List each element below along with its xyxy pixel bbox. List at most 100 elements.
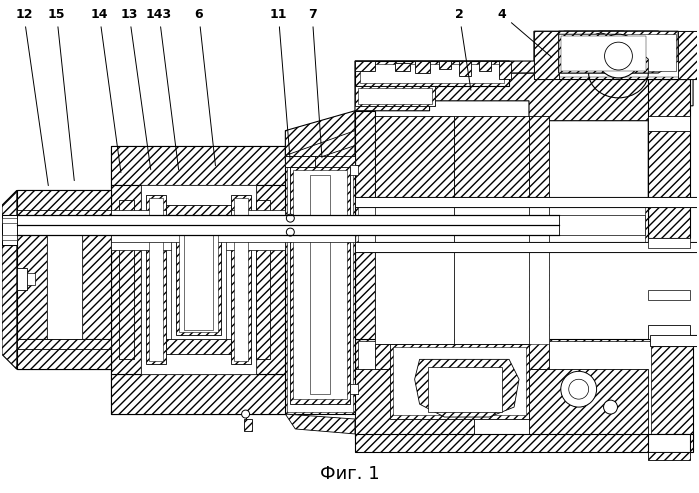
Bar xyxy=(428,367,502,412)
Bar xyxy=(355,111,375,340)
Bar xyxy=(17,220,47,340)
Bar xyxy=(350,384,358,394)
Bar xyxy=(233,198,247,361)
Bar xyxy=(499,61,511,79)
Polygon shape xyxy=(17,190,111,369)
Bar xyxy=(256,200,271,359)
Bar xyxy=(355,434,693,452)
Bar xyxy=(454,116,529,200)
Bar xyxy=(648,434,690,452)
Bar xyxy=(47,220,82,340)
Bar xyxy=(141,185,256,374)
Text: 7: 7 xyxy=(308,8,322,158)
Bar xyxy=(561,36,647,71)
Bar xyxy=(111,374,285,414)
Bar xyxy=(115,148,282,411)
Bar xyxy=(111,218,355,242)
Bar xyxy=(17,210,111,220)
Polygon shape xyxy=(559,31,678,73)
Bar xyxy=(650,335,698,347)
Bar xyxy=(231,195,250,364)
Polygon shape xyxy=(355,61,688,200)
Bar xyxy=(415,61,430,73)
Polygon shape xyxy=(285,111,355,161)
Circle shape xyxy=(603,400,617,414)
Bar xyxy=(166,205,231,220)
Text: 2: 2 xyxy=(455,8,471,90)
Circle shape xyxy=(597,34,640,78)
Polygon shape xyxy=(559,34,648,73)
Bar xyxy=(17,225,559,235)
Bar xyxy=(529,116,549,369)
Bar xyxy=(111,145,285,185)
Bar xyxy=(82,220,111,340)
Bar xyxy=(648,79,690,238)
Text: 6: 6 xyxy=(194,8,215,166)
Bar xyxy=(454,345,529,369)
Polygon shape xyxy=(2,190,17,369)
Bar xyxy=(355,61,375,71)
Bar xyxy=(358,88,431,104)
Circle shape xyxy=(287,228,294,236)
Bar xyxy=(2,215,17,245)
Bar xyxy=(179,228,218,331)
Bar xyxy=(358,342,651,436)
Text: 11: 11 xyxy=(270,8,290,160)
Circle shape xyxy=(569,379,589,399)
Bar xyxy=(395,63,410,71)
Bar xyxy=(287,157,353,412)
Bar xyxy=(146,195,166,364)
Bar xyxy=(111,210,285,230)
Bar xyxy=(149,198,163,361)
Text: 13: 13 xyxy=(120,8,151,170)
Bar xyxy=(2,235,17,240)
Bar xyxy=(17,190,111,220)
Bar xyxy=(454,200,529,345)
Text: Фиг. 1: Фиг. 1 xyxy=(320,465,380,483)
Polygon shape xyxy=(111,145,285,414)
Bar xyxy=(111,230,285,250)
Bar xyxy=(355,86,435,106)
Polygon shape xyxy=(564,31,638,59)
Bar xyxy=(360,64,504,83)
Text: 12: 12 xyxy=(15,8,48,185)
Bar xyxy=(166,340,231,354)
Circle shape xyxy=(561,371,597,407)
Bar xyxy=(375,345,454,369)
Bar xyxy=(17,268,27,290)
Bar xyxy=(355,200,648,250)
Bar xyxy=(171,220,226,340)
Bar xyxy=(648,290,690,300)
Bar xyxy=(19,192,109,367)
Text: 15: 15 xyxy=(48,8,74,180)
Bar xyxy=(562,34,676,71)
Bar xyxy=(529,200,549,345)
Bar xyxy=(648,340,690,439)
Bar xyxy=(285,155,355,168)
Bar xyxy=(355,197,699,207)
Bar xyxy=(648,238,690,248)
Bar xyxy=(648,116,690,131)
Circle shape xyxy=(287,214,294,222)
Bar xyxy=(375,116,454,200)
Bar xyxy=(440,61,452,69)
Bar xyxy=(648,324,690,340)
Bar xyxy=(111,185,141,374)
Bar xyxy=(350,166,358,176)
Circle shape xyxy=(242,410,250,418)
Bar xyxy=(358,215,645,235)
Bar xyxy=(17,215,559,225)
Bar xyxy=(310,176,330,394)
Bar xyxy=(294,171,347,399)
Bar xyxy=(184,230,212,329)
Bar xyxy=(120,200,134,359)
Polygon shape xyxy=(355,340,693,439)
Polygon shape xyxy=(534,31,698,79)
Bar xyxy=(285,155,355,414)
Polygon shape xyxy=(509,31,688,79)
Bar xyxy=(459,61,471,76)
Bar xyxy=(176,225,221,335)
Bar xyxy=(355,369,475,434)
Bar xyxy=(355,61,509,86)
Bar xyxy=(285,155,315,168)
